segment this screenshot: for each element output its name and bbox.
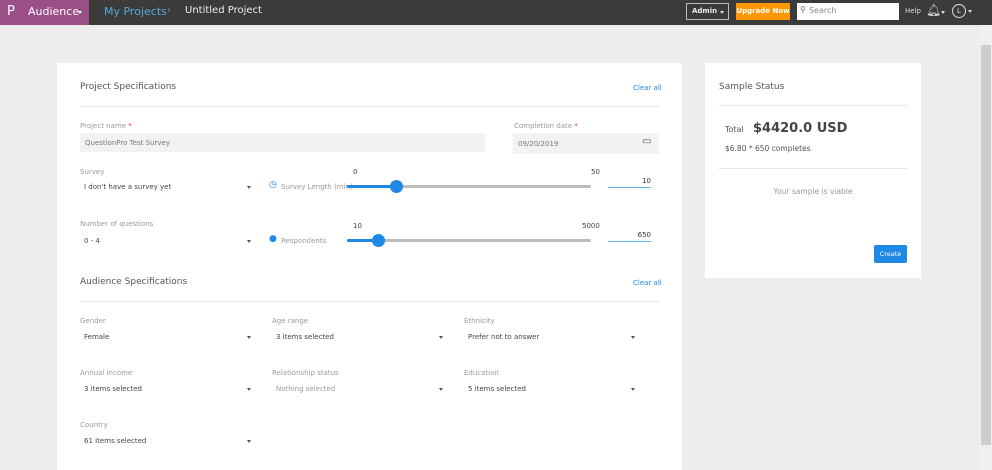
survey-label: Survey: [80, 168, 105, 176]
search-icon: ⚲: [800, 5, 806, 14]
survey-length-slider[interactable]: [347, 180, 591, 193]
section-title: Project Specifications: [80, 82, 177, 92]
breadcrumb-my-projects[interactable]: My Projects: [104, 5, 167, 18]
ethnicity-value: Prefer not to answer: [468, 333, 540, 341]
top-bar: P Audience My Projects › Untitled Projec…: [0, 0, 992, 25]
chevron-down-icon: [439, 388, 443, 391]
person-icon: ●: [269, 234, 277, 244]
country-dropdown[interactable]: 61 items selected: [80, 434, 253, 448]
ethnicity-label: Ethnicity: [464, 317, 495, 325]
slider-min: 10: [353, 222, 362, 230]
clear-all-link[interactable]: Clear all: [633, 84, 662, 92]
relationship-status-label: Relationship status: [272, 369, 339, 377]
survey-dropdown[interactable]: I don't have a survey yet: [80, 180, 253, 194]
logo-icon: P: [7, 4, 15, 19]
scrollbar[interactable]: [980, 25, 992, 470]
chevron-down-icon: [247, 440, 251, 443]
gender-label: Gender: [80, 317, 106, 325]
survey-length-label: Survey Length (min): [281, 183, 353, 191]
annual-income-value: 3 items selected: [84, 385, 142, 393]
product-switcher[interactable]: P Audience: [0, 0, 89, 25]
completion-date-label: Completion date *: [514, 122, 578, 130]
user-avatar[interactable]: L: [952, 4, 966, 18]
help-link[interactable]: Help: [905, 7, 921, 15]
chevron-down-icon: [439, 336, 443, 339]
ethnicity-dropdown[interactable]: Prefer not to answer: [464, 330, 637, 344]
sample-status-title: Sample Status: [719, 82, 785, 92]
clear-all-link[interactable]: Clear all: [633, 279, 662, 287]
education-dropdown[interactable]: 5 items selected: [464, 382, 637, 396]
slider-min: 0: [353, 168, 358, 176]
slider-max: 50: [591, 168, 600, 176]
calendar-icon[interactable]: ▭: [642, 136, 652, 147]
annual-income-label: Annual income: [80, 369, 133, 377]
total-value: $4420.0 USD: [753, 121, 848, 136]
respondents-label: Respondents: [281, 237, 327, 245]
bell-icon[interactable]: 🔔︎: [926, 3, 942, 17]
slider-thumb[interactable]: [389, 180, 403, 193]
gender-value: Female: [84, 333, 110, 341]
chevron-down-icon: [631, 388, 635, 391]
education-label: Education: [464, 369, 499, 377]
admin-dropdown[interactable]: Admin: [686, 3, 729, 20]
questions-label: Number of questions: [80, 220, 154, 228]
slider-thumb[interactable]: [372, 234, 386, 247]
age-range-dropdown[interactable]: 3 items selected: [272, 330, 445, 344]
price-breakdown: $6.80 * 650 completes: [725, 144, 811, 153]
admin-label: Admin: [692, 7, 718, 15]
annual-income-dropdown[interactable]: 3 items selected: [80, 382, 253, 396]
respondents-input[interactable]: 650: [608, 231, 651, 242]
project-name-input[interactable]: QuestionPro Test Survey: [80, 133, 485, 152]
chevron-down-icon: [247, 336, 251, 339]
questions-dropdown[interactable]: 0 - 4: [80, 234, 253, 248]
survey-length-input[interactable]: 10: [608, 177, 651, 188]
search-placeholder: Search: [809, 6, 837, 15]
search-input[interactable]: ⚲ Search: [797, 3, 899, 20]
sample-status-card: Sample Status Total $4420.0 USD $6.80 * …: [705, 63, 921, 278]
chevron-down-icon: [631, 336, 635, 339]
sample-viability-status: Your sample is viable: [773, 187, 853, 196]
education-value: 5 items selected: [468, 385, 526, 393]
country-label: Country: [80, 421, 108, 429]
relationship-status-value: Nothing selected: [276, 385, 336, 393]
clock-icon: ◷: [269, 180, 277, 190]
gender-dropdown[interactable]: Female: [80, 330, 253, 344]
chevron-down-icon: [78, 11, 82, 14]
project-specifications-card: Project Specifications Clear all Project…: [57, 63, 682, 470]
chevron-down-icon: [247, 388, 251, 391]
product-name: Audience: [28, 5, 80, 18]
chevron-down-icon: [720, 11, 724, 14]
upgrade-now-button[interactable]: Upgrade Now: [736, 3, 790, 20]
slider-max: 5000: [582, 222, 600, 230]
breadcrumb-current: Untitled Project: [185, 5, 262, 16]
create-button[interactable]: Create: [874, 245, 907, 263]
breadcrumb-separator: ›: [167, 5, 171, 16]
chevron-down-icon: [941, 11, 945, 14]
age-range-value: 3 items selected: [276, 333, 334, 341]
chevron-down-icon: [968, 10, 972, 13]
section-title: Audience Specifications: [80, 277, 188, 287]
respondents-slider[interactable]: [347, 234, 591, 247]
relationship-status-dropdown[interactable]: Nothing selected: [272, 382, 445, 396]
age-range-label: Age range: [272, 317, 309, 325]
total-label: Total: [725, 125, 744, 134]
country-value: 61 items selected: [84, 437, 147, 445]
completion-date-input[interactable]: 09/20/2019 ▭: [513, 133, 659, 154]
project-name-label: Project name *: [80, 122, 132, 130]
